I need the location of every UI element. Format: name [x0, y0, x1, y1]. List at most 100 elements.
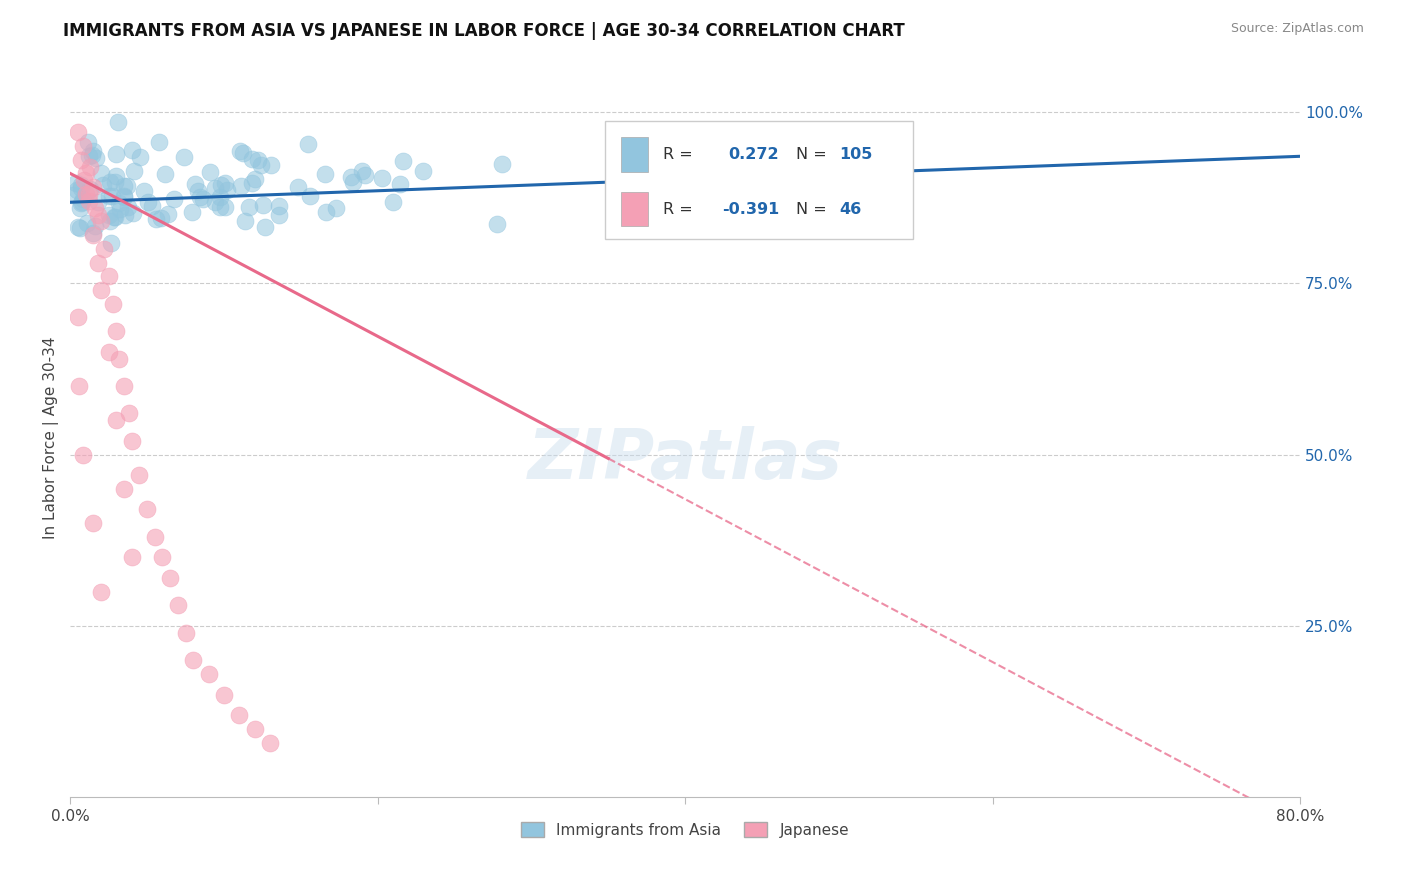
Point	[83, 201, 105, 215]
Point	[159, 571, 181, 585]
Point	[287, 180, 309, 194]
Point	[143, 530, 166, 544]
Text: N =: N =	[796, 202, 827, 217]
Text: 105: 105	[839, 147, 872, 162]
Point	[70, 194, 93, 209]
Point	[340, 169, 363, 184]
Point	[72, 448, 94, 462]
Text: N =: N =	[796, 147, 827, 162]
Point	[101, 189, 124, 203]
Point	[157, 207, 180, 221]
Point	[66, 183, 89, 197]
Point	[121, 143, 143, 157]
Point	[65, 176, 87, 190]
Point	[97, 208, 120, 222]
Point	[103, 297, 125, 311]
Point	[149, 211, 172, 226]
Point	[246, 153, 269, 167]
Point	[98, 189, 121, 203]
Point	[180, 205, 202, 219]
Point	[233, 214, 256, 228]
Point	[90, 283, 112, 297]
Point	[412, 164, 434, 178]
Text: IMMIGRANTS FROM ASIA VS JAPANESE IN LABOR FORCE | AGE 30-34 CORRELATION CHART: IMMIGRANTS FROM ASIA VS JAPANESE IN LABO…	[63, 22, 905, 40]
Point	[174, 625, 197, 640]
Point	[105, 147, 128, 161]
Point	[104, 175, 127, 189]
Text: R =: R =	[664, 202, 693, 217]
Point	[108, 196, 131, 211]
Point	[485, 217, 508, 231]
Point	[217, 183, 239, 197]
Point	[97, 344, 120, 359]
Point	[259, 735, 281, 749]
Point	[141, 199, 163, 213]
Point	[117, 407, 139, 421]
Point	[122, 206, 145, 220]
Point	[82, 228, 104, 243]
Point	[66, 310, 89, 325]
Point	[70, 181, 93, 195]
Point	[77, 194, 100, 208]
Point	[82, 180, 104, 194]
Point	[129, 150, 152, 164]
Point	[97, 269, 120, 284]
Text: -0.391: -0.391	[723, 202, 779, 217]
Text: ZIPatlas: ZIPatlas	[527, 425, 842, 492]
Point	[267, 199, 290, 213]
Point	[204, 194, 226, 209]
Legend: Immigrants from Asia, Japanese: Immigrants from Asia, Japanese	[515, 815, 855, 844]
Point	[209, 200, 232, 214]
Point	[197, 667, 219, 681]
Point	[82, 144, 104, 158]
Point	[84, 219, 107, 233]
Point	[325, 202, 347, 216]
Point	[112, 190, 135, 204]
Point	[382, 194, 405, 209]
Point	[152, 550, 174, 565]
Point	[252, 198, 274, 212]
Point	[117, 200, 139, 214]
Point	[371, 170, 394, 185]
Point	[75, 166, 97, 180]
Point	[79, 182, 101, 196]
Point	[298, 188, 321, 202]
Point	[240, 152, 263, 166]
Point	[148, 135, 170, 149]
Point	[66, 219, 89, 234]
Point	[87, 208, 110, 222]
Point	[77, 149, 100, 163]
Point	[105, 324, 128, 338]
Point	[91, 178, 114, 192]
Point	[315, 204, 337, 219]
Point	[314, 167, 336, 181]
Point	[79, 160, 101, 174]
Point	[77, 135, 100, 149]
Point	[98, 213, 121, 227]
Point	[209, 190, 232, 204]
Point	[173, 151, 195, 165]
Point	[212, 688, 235, 702]
Point	[87, 255, 110, 269]
Point	[204, 181, 226, 195]
Point	[90, 584, 112, 599]
Point	[114, 208, 136, 222]
Point	[90, 214, 112, 228]
Point	[128, 468, 150, 483]
Text: 0.272: 0.272	[728, 147, 779, 162]
Point	[491, 157, 513, 171]
Point	[249, 158, 271, 172]
Point	[112, 482, 135, 496]
Point	[100, 236, 122, 251]
Point	[62, 188, 84, 202]
Point	[121, 550, 143, 565]
Point	[229, 144, 252, 158]
Point	[112, 189, 135, 203]
Point	[153, 168, 176, 182]
Point	[342, 175, 364, 189]
Point	[98, 175, 121, 189]
Point	[103, 210, 125, 224]
Point	[214, 176, 236, 190]
Point	[267, 208, 290, 222]
Point	[209, 178, 232, 193]
